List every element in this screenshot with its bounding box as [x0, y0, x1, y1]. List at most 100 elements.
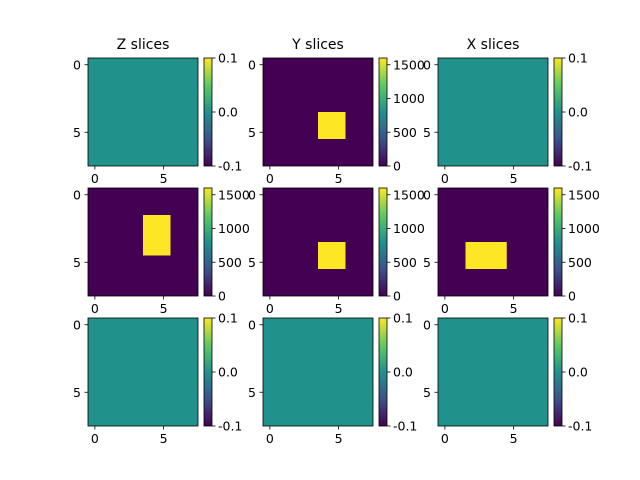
x-tick-label: 0 [266, 431, 274, 446]
colorbar-frame [378, 187, 388, 297]
colorbar-tick-label: 1500 [393, 57, 425, 72]
colorbar-tick-label: 1000 [568, 221, 600, 236]
panel-3: 0 5 0 5 X slices 0.1 0.0 -0.1 [423, 37, 592, 186]
x-tick-label: 5 [510, 431, 518, 446]
colorbar-tick-label: 1500 [393, 187, 425, 202]
colorbar-tick-label: 1000 [393, 91, 425, 106]
colorbar-tick-label: 0.1 [218, 51, 238, 66]
colorbar-tick-label: 1500 [218, 187, 250, 202]
x-tick-label: 5 [510, 171, 518, 186]
y-tick-label: 0 [73, 187, 81, 202]
colorbar-tick-label: 0.0 [568, 365, 588, 380]
panel-5: 0 5 0 5 1500 1000 500 0 [248, 187, 425, 316]
colorbar [204, 188, 212, 296]
colorbar-tick-label: 0.0 [218, 105, 238, 120]
colorbar-tick-label: -0.1 [568, 159, 592, 174]
x-tick-label: 5 [160, 171, 168, 186]
hot-region [318, 112, 346, 139]
heatmap-image [438, 318, 548, 426]
panel-title: Z slices [117, 37, 170, 53]
panels-group: 0 5 0 5 Z slices 0.1 0.0 -0.1 0 5 0 5 Y slices 1500 10… [73, 37, 600, 446]
y-tick-label: 5 [423, 125, 431, 140]
y-tick-label: 0 [73, 317, 81, 332]
y-tick-label: 0 [248, 57, 256, 72]
x-tick-label: 0 [91, 171, 99, 186]
y-tick-label: 5 [248, 255, 256, 270]
colorbar [379, 188, 387, 296]
panel-title: Y slices [291, 37, 344, 53]
axes-frame [87, 57, 199, 167]
panel-8: 0 5 0 5 0.1 0.0 -0.1 [248, 311, 417, 447]
panel-1: 0 5 0 5 Z slices 0.1 0.0 -0.1 [73, 37, 242, 186]
y-tick-label: 0 [73, 57, 81, 72]
colorbar-tick-label: -0.1 [568, 419, 592, 434]
colorbar-tick-label: 0.0 [568, 105, 588, 120]
y-tick-label: 5 [73, 255, 81, 270]
x-tick-label: 5 [335, 171, 343, 186]
colorbar-tick-label: 0.1 [218, 311, 238, 326]
hot-region [465, 242, 507, 269]
x-tick-label: 5 [510, 301, 518, 316]
colorbar-tick-label: 0 [393, 289, 401, 304]
y-tick-label: 0 [423, 317, 431, 332]
colorbar-tick-label: 500 [568, 255, 592, 270]
axes-frame [87, 187, 199, 297]
axes-frame [437, 57, 549, 167]
colorbar-frame [378, 57, 388, 167]
colorbar-tick-label: 0.0 [393, 365, 413, 380]
x-tick-label: 0 [266, 301, 274, 316]
axes-frame [262, 187, 374, 297]
colorbar-tick-label: 0.0 [218, 365, 238, 380]
axes-frame [262, 57, 374, 167]
colorbar-tick-label: 500 [218, 255, 242, 270]
colorbar [554, 188, 562, 296]
y-tick-label: 0 [248, 317, 256, 332]
x-tick-label: 0 [91, 301, 99, 316]
axes-frame [437, 187, 549, 297]
panel-2: 0 5 0 5 Y slices 1500 1000 500 0 [248, 37, 425, 186]
colorbar [554, 58, 562, 166]
axes-frame [87, 317, 199, 427]
panel-9: 0 5 0 5 0.1 0.0 -0.1 [423, 311, 592, 447]
x-tick-label: 0 [441, 171, 449, 186]
colorbar-tick-label: 500 [393, 255, 417, 270]
colorbar-tick-label: 0 [393, 159, 401, 174]
colorbar-tick-label: 500 [393, 125, 417, 140]
heatmap-image [263, 318, 373, 426]
colorbar-tick-label: 1000 [218, 221, 250, 236]
axes-frame [437, 317, 549, 427]
y-tick-label: 0 [423, 187, 431, 202]
colorbar [204, 58, 212, 166]
colorbar-tick-label: 0.1 [568, 51, 588, 66]
y-tick-label: 5 [423, 255, 431, 270]
x-tick-label: 0 [441, 431, 449, 446]
hot-region [318, 242, 346, 269]
colorbar-tick-label: -0.1 [218, 419, 242, 434]
colorbar-tick-label: 0 [218, 289, 226, 304]
panel-6: 0 5 0 5 1500 1000 500 0 [423, 187, 600, 316]
y-tick-label: 5 [248, 385, 256, 400]
colorbar-tick-label: 0 [568, 289, 576, 304]
x-tick-label: 5 [335, 431, 343, 446]
colorbar-tick-label: 0.1 [568, 311, 588, 326]
y-tick-label: 0 [248, 187, 256, 202]
panel-4: 0 5 0 5 1500 1000 500 0 [73, 187, 250, 316]
x-tick-label: 5 [160, 431, 168, 446]
y-tick-label: 5 [423, 385, 431, 400]
colorbar-tick-label: 1500 [568, 187, 600, 202]
colorbar-tick-label: -0.1 [393, 419, 417, 434]
y-tick-label: 5 [248, 125, 256, 140]
colorbar [554, 318, 562, 426]
colorbar-tick-label: 1000 [393, 221, 425, 236]
colorbar [204, 318, 212, 426]
panel-title: X slices [467, 37, 520, 53]
colorbar [379, 58, 387, 166]
colorbar-tick-label: 0.1 [393, 311, 413, 326]
heatmap-image [438, 58, 548, 166]
x-tick-label: 5 [335, 301, 343, 316]
colorbar [379, 318, 387, 426]
axes-frame [262, 317, 374, 427]
y-tick-label: 5 [73, 385, 81, 400]
hot-region [143, 215, 171, 256]
